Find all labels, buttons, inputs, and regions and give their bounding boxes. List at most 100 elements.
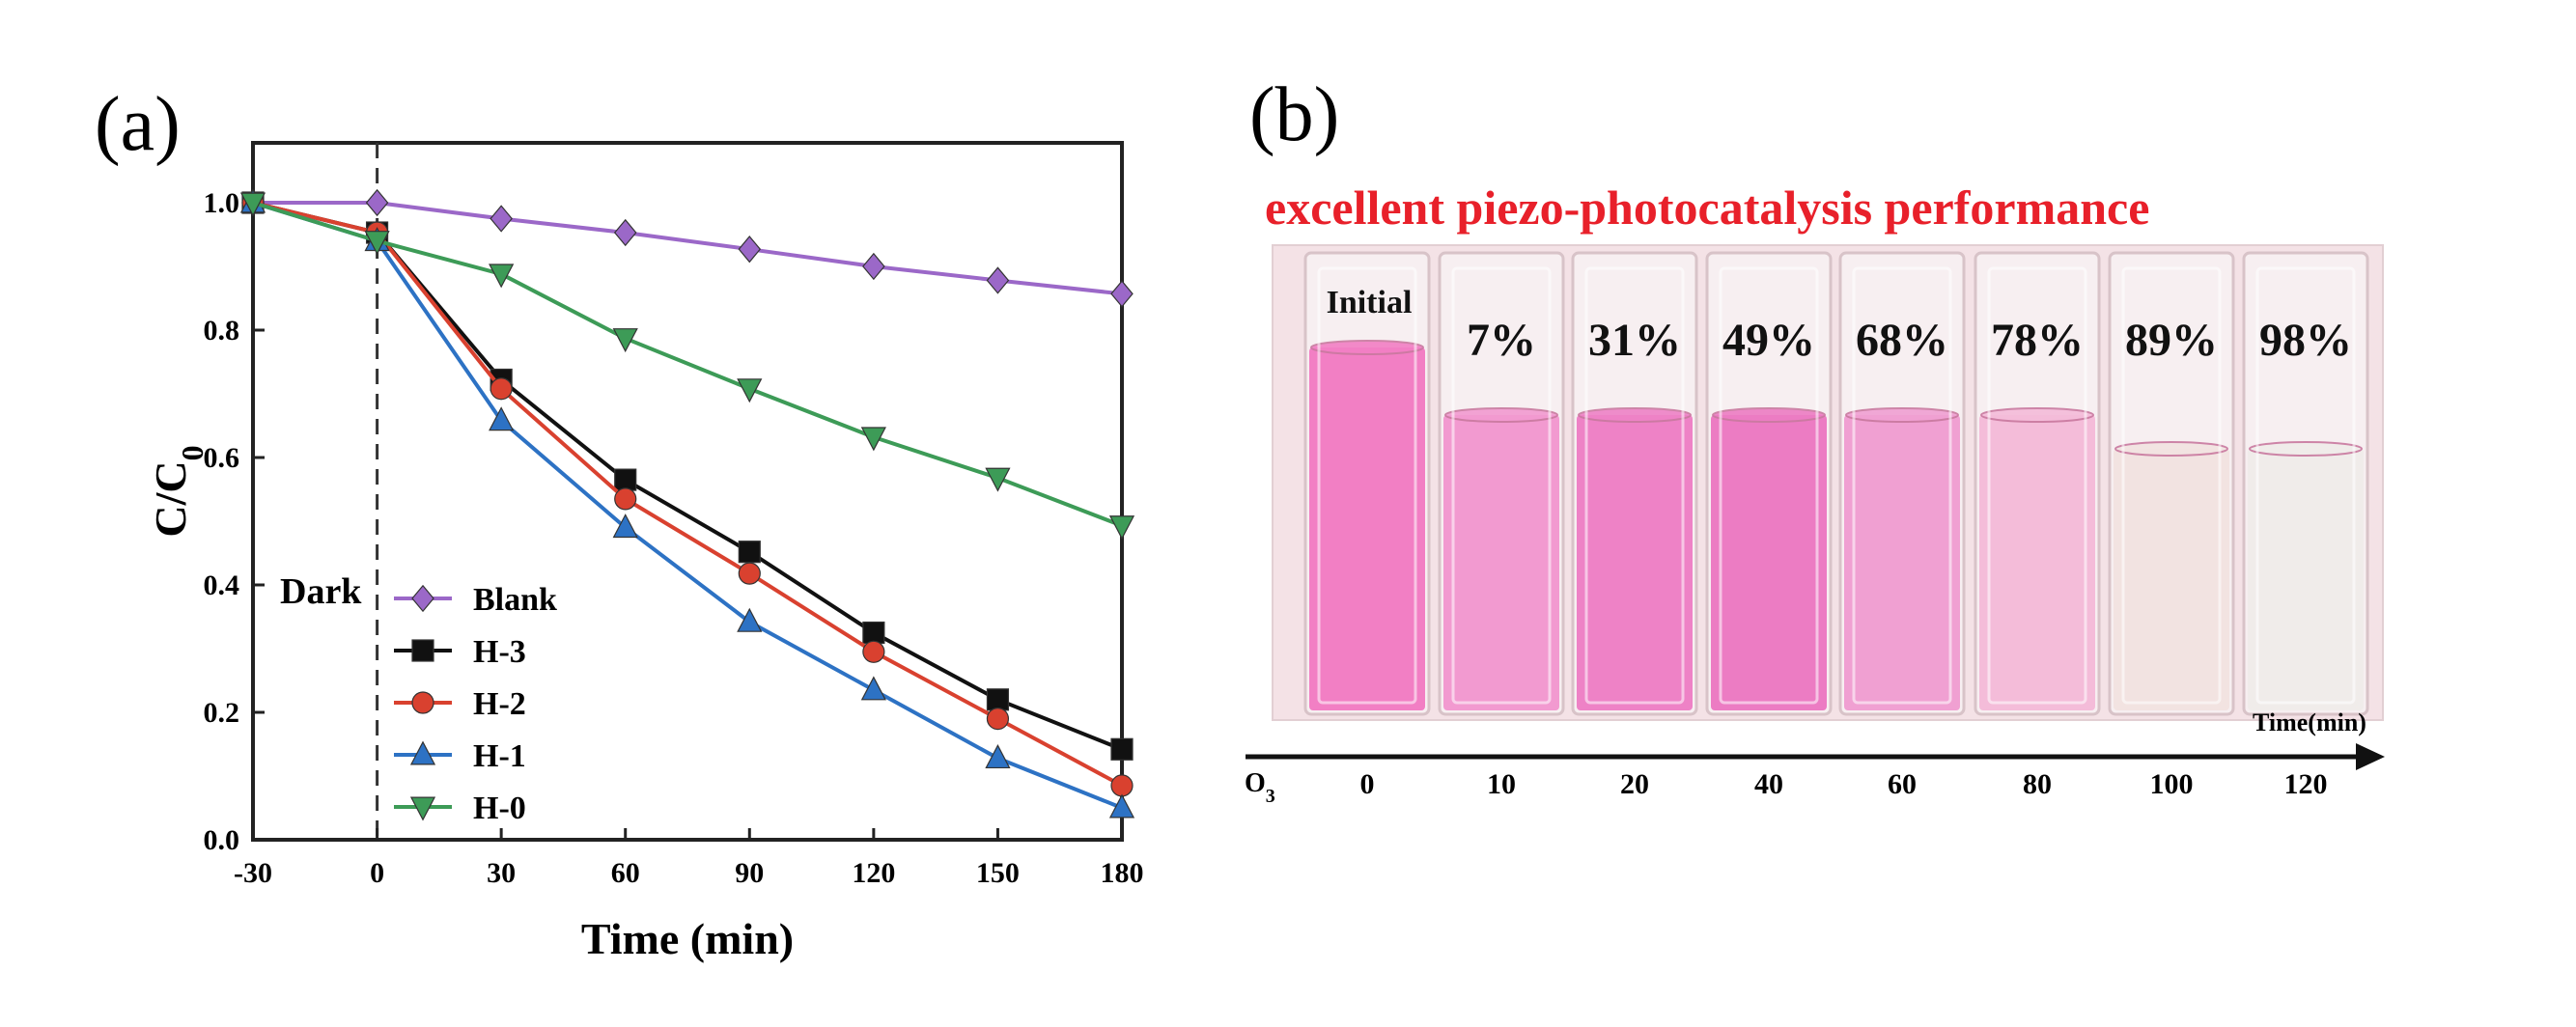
cuvette-meniscus bbox=[1712, 407, 1826, 423]
time-label: 20 bbox=[1620, 768, 1649, 800]
data-point bbox=[614, 468, 637, 491]
y-tick-label: 1.0 bbox=[204, 187, 240, 219]
cuvette-liquid bbox=[2114, 449, 2229, 710]
cuvette-highlight bbox=[2121, 266, 2222, 705]
cuvette-meniscus bbox=[1578, 407, 1692, 423]
x-tick-label: -30 bbox=[234, 857, 272, 889]
legend-label: H-1 bbox=[473, 738, 526, 774]
legend: Blank H-3 H-2 H-1 H-0 bbox=[394, 582, 557, 826]
cuvette-liquid bbox=[1309, 347, 1425, 710]
legend-label: H-3 bbox=[473, 634, 526, 670]
cuvette: 49% bbox=[1705, 251, 1833, 716]
cuvette: 31% bbox=[1571, 251, 1698, 716]
series-line bbox=[253, 201, 1123, 296]
cuvette-liquid bbox=[2248, 449, 2364, 710]
data-point bbox=[737, 378, 763, 403]
series-line bbox=[252, 201, 1123, 810]
y-tick-label: 0.4 bbox=[204, 569, 240, 601]
time-axis-labels: 0 10 20 40 60 80 100 120 bbox=[1360, 768, 2328, 800]
cuvette-percent-label: 49% bbox=[1722, 315, 1815, 366]
data-point bbox=[737, 607, 763, 632]
cuvette-liquid bbox=[1979, 415, 2095, 710]
cuvette-meniscus bbox=[1845, 407, 1959, 423]
y-tick-label: 0.2 bbox=[204, 697, 240, 729]
data-point bbox=[985, 744, 1011, 769]
cuvette-liquid bbox=[1443, 415, 1559, 710]
time-label: 0 bbox=[1360, 768, 1375, 800]
cuvette-liquid bbox=[1844, 415, 1960, 710]
time-label: 100 bbox=[2150, 768, 2194, 800]
cuvette: 78% bbox=[1974, 251, 2101, 716]
data-point bbox=[862, 640, 885, 663]
data-point bbox=[860, 427, 886, 452]
panel-b-label: (b) bbox=[1249, 72, 1339, 157]
legend-swatch-marker bbox=[409, 740, 436, 765]
cuvette: Initial bbox=[1303, 251, 1431, 716]
series-line bbox=[252, 201, 1123, 788]
plot-area-frame bbox=[251, 141, 1124, 842]
data-point bbox=[986, 707, 1010, 731]
legend-label: Blank bbox=[473, 582, 557, 618]
cuvette-percent-label: 68% bbox=[1856, 315, 1948, 366]
y-axis-ticks: 0.0 0.2 0.4 0.6 0.8 1.0 bbox=[204, 187, 265, 856]
data-point bbox=[860, 676, 886, 701]
data-point bbox=[239, 192, 266, 217]
x-tick-label: 150 bbox=[976, 857, 1020, 889]
data-point bbox=[490, 377, 513, 401]
data-point bbox=[985, 467, 1011, 492]
cuvette-meniscus bbox=[1980, 407, 2094, 423]
data-point bbox=[364, 231, 390, 256]
legend-item-blank: Blank bbox=[394, 582, 557, 618]
cuvette-highlight bbox=[1987, 266, 2087, 705]
series-layer bbox=[239, 188, 1135, 819]
x-tick-label: 90 bbox=[735, 857, 764, 889]
time-label: 80 bbox=[2023, 768, 2052, 800]
cuvette-row: Initial 7% 31% 49% 68% 78% 89% 98% bbox=[1303, 251, 2369, 716]
data-point bbox=[1108, 515, 1135, 541]
data-point bbox=[612, 514, 638, 539]
y-tick-label: 0.0 bbox=[204, 824, 240, 856]
x-tick-label: 180 bbox=[1101, 857, 1144, 889]
data-point bbox=[614, 487, 637, 511]
time-label: 10 bbox=[1487, 768, 1516, 800]
legend-swatch-marker bbox=[409, 796, 436, 821]
data-point bbox=[738, 236, 762, 264]
data-point bbox=[986, 266, 1010, 294]
data-point bbox=[612, 328, 638, 353]
cuvette-liquid bbox=[1577, 415, 1693, 710]
data-point bbox=[1110, 774, 1134, 797]
cuvette-percent-label: Initial bbox=[1327, 285, 1413, 320]
legend-swatch-marker bbox=[411, 691, 434, 714]
data-point bbox=[1110, 737, 1134, 761]
cuvette-highlight bbox=[2255, 266, 2356, 705]
data-point bbox=[862, 252, 885, 281]
headline: excellent piezo-photocatalysis performan… bbox=[1265, 180, 2149, 235]
cuvette-percent-label: 98% bbox=[2259, 315, 2352, 366]
data-point bbox=[1108, 793, 1135, 819]
dark-label: Dark bbox=[280, 571, 362, 612]
series-line bbox=[252, 201, 1123, 528]
data-point bbox=[490, 205, 513, 233]
time-axis-title: Time(min) bbox=[2253, 708, 2366, 736]
cuvette-meniscus bbox=[1444, 407, 1558, 423]
x-tick-label: 0 bbox=[370, 857, 384, 889]
legend-label: H-0 bbox=[473, 791, 526, 826]
panel-a-line-chart: (a) Dark -30 0 30 60 90 120 150 180 0.00.20.40.… bbox=[95, 82, 1144, 963]
y-tick-label: 0.6 bbox=[204, 442, 240, 474]
legend-item-h-1: H-1 bbox=[394, 738, 526, 774]
y-tick-label: 0.8 bbox=[204, 315, 240, 347]
data-point bbox=[862, 621, 885, 645]
legend-label: H-2 bbox=[473, 686, 526, 722]
legend-swatch-marker bbox=[411, 584, 434, 613]
data-point bbox=[489, 406, 515, 431]
cuvette-meniscus bbox=[2249, 441, 2363, 457]
data-point bbox=[613, 218, 637, 247]
time-axis-arrowhead bbox=[2356, 743, 2385, 770]
series-h-0 bbox=[239, 192, 1135, 541]
cuvette-meniscus bbox=[1310, 340, 1424, 355]
cuvette-highlight bbox=[1719, 266, 1819, 705]
cuvette-liquid bbox=[1711, 415, 1827, 710]
cuvette-percent-label: 7% bbox=[1467, 315, 1536, 366]
data-point bbox=[738, 562, 761, 585]
cuvette-highlight bbox=[1317, 266, 1417, 705]
